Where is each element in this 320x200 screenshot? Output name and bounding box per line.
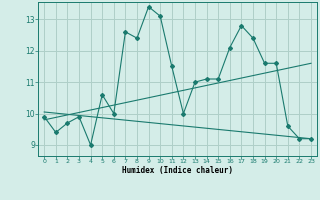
X-axis label: Humidex (Indice chaleur): Humidex (Indice chaleur)	[122, 166, 233, 175]
